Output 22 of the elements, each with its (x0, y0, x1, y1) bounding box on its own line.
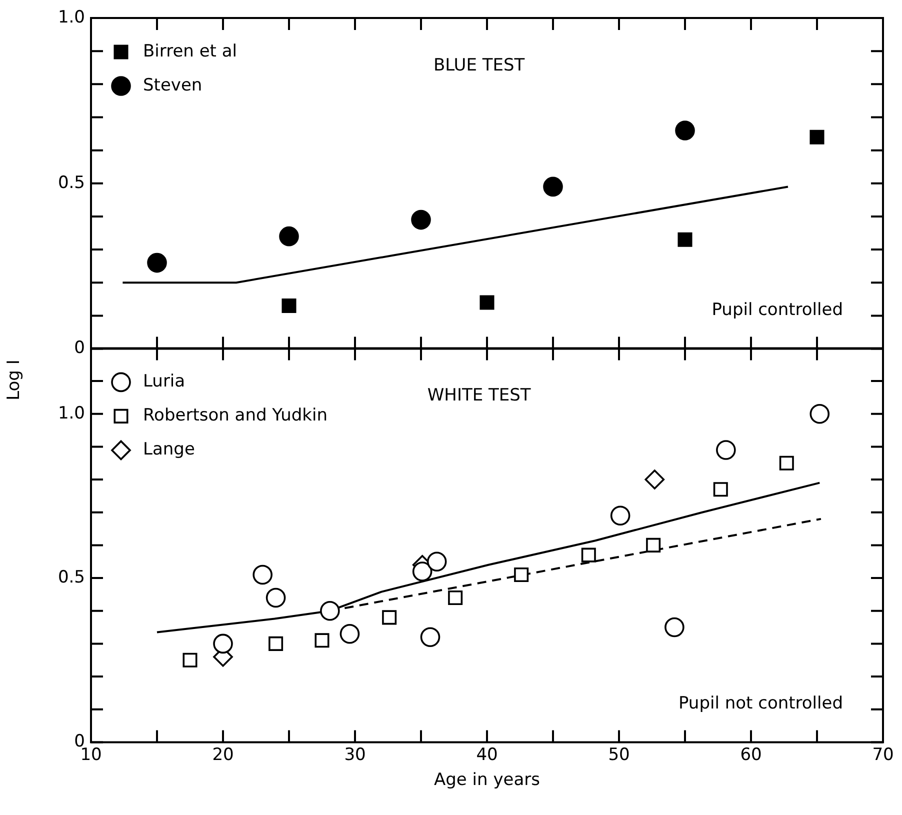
y-tick-label: 0.5 (58, 567, 85, 588)
x-tick-label: 40 (476, 744, 498, 765)
legend-label: Robertson and Yudkin (143, 406, 328, 426)
text: BLUE TEST (433, 55, 526, 76)
x-axis-title: Age in years (434, 770, 540, 790)
legend-label: Birren et al (143, 41, 237, 62)
annotation: Pupil controlled (712, 300, 843, 320)
text: WHITE TEST (427, 386, 532, 406)
y-tick-label: 0 (74, 338, 85, 358)
legend-label: Lange (143, 440, 195, 460)
annotation: Pupil not controlled (678, 694, 843, 714)
x-tick-label: 60 (740, 744, 762, 765)
x-tick-label: 30 (344, 744, 366, 765)
x-tick-label: 50 (608, 744, 630, 765)
y-tick-label: 1.0 (58, 403, 85, 424)
legend-label: Luria (143, 372, 186, 392)
x-tick-label: 20 (212, 744, 234, 765)
y-tick-label: 1.0 (58, 7, 85, 28)
x-tick-label: 70 (872, 744, 894, 765)
y-tick-label: 0.5 (58, 172, 85, 193)
legend-label: Steven (143, 75, 202, 96)
y-axis-title: Log I (4, 360, 24, 400)
